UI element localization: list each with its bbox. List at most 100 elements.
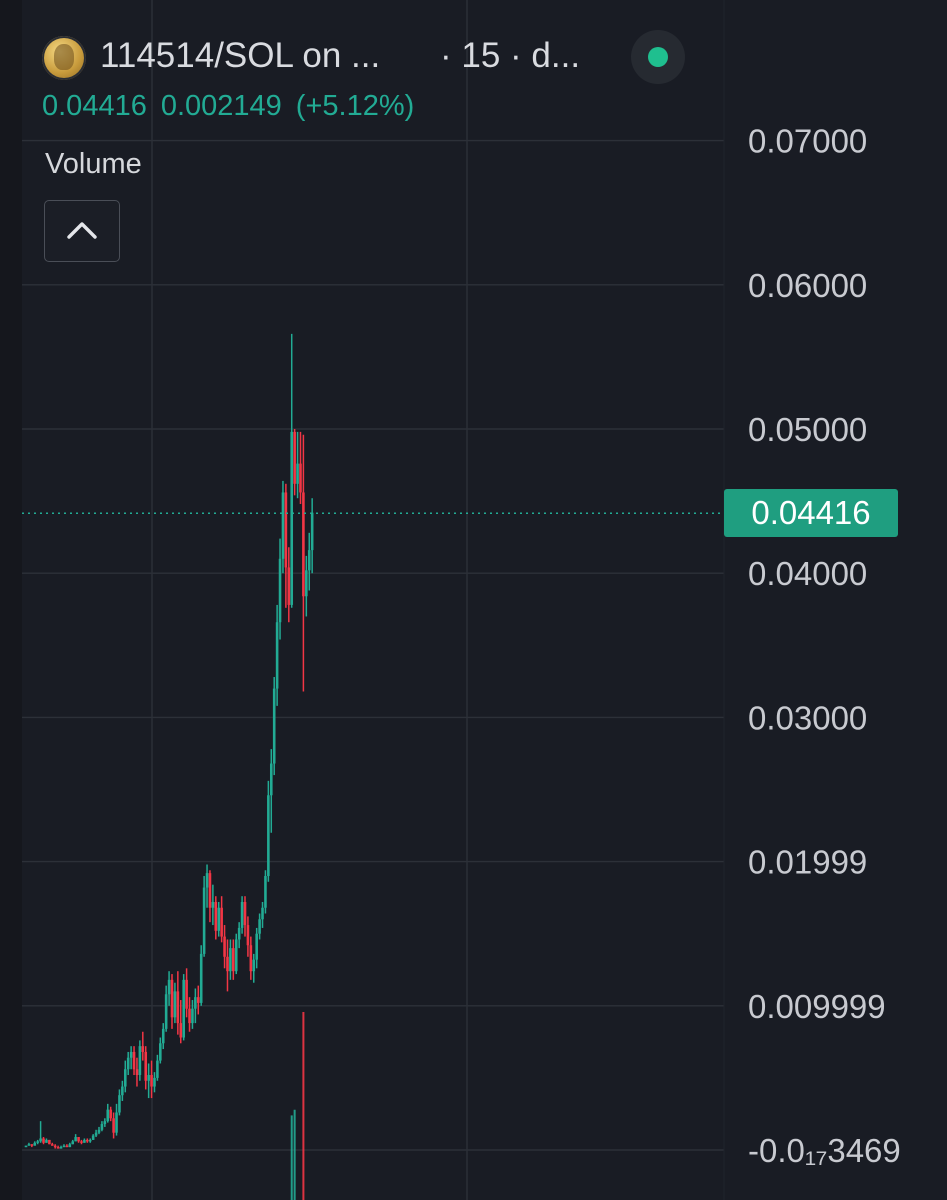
window-edge: [0, 0, 22, 1200]
candle-up: [217, 907, 221, 931]
candle-down: [188, 1008, 191, 1024]
interval-info[interactable]: · 15 · d...: [440, 36, 581, 75]
candle-down: [196, 997, 200, 1003]
candle-up: [106, 1109, 110, 1122]
candle-up: [261, 907, 264, 920]
candle-up: [71, 1141, 75, 1145]
price-axis-label: -0.0₁₇3469: [748, 1132, 901, 1169]
chart-header: 114514/SOL on ... · 15 · d...: [42, 30, 702, 84]
candle-down: [214, 901, 218, 931]
candle-down: [65, 1145, 69, 1148]
candle-down: [223, 936, 226, 957]
candle-down: [53, 1145, 57, 1148]
candle-up: [74, 1137, 77, 1142]
candle-down: [246, 925, 250, 946]
candle-up: [211, 901, 215, 908]
candle-up: [229, 948, 232, 972]
candle-down: [42, 1138, 45, 1143]
volume-bar: [290, 1115, 293, 1200]
candle-up: [59, 1147, 63, 1149]
candle-down: [48, 1139, 51, 1145]
market-status-indicator[interactable]: [631, 30, 685, 84]
candle-down: [220, 907, 223, 937]
candle-down: [176, 991, 180, 1024]
candle-down: [77, 1137, 80, 1142]
candle-up: [310, 512, 314, 551]
candle-up: [164, 994, 168, 1029]
symbol-title[interactable]: 114514/SOL on ...: [100, 36, 381, 75]
collapse-indicators-button[interactable]: [44, 200, 120, 262]
candle-up: [240, 901, 244, 928]
candle-up: [307, 550, 311, 571]
candle-down: [135, 1069, 139, 1076]
candle-down: [226, 956, 229, 972]
current-price-badge: 0.04416: [724, 489, 898, 537]
candle-up: [278, 558, 282, 623]
candle-up: [100, 1124, 104, 1130]
candle-up: [194, 997, 197, 1009]
candle-up: [138, 1046, 142, 1076]
candle-up: [91, 1135, 95, 1140]
candle-up: [275, 622, 279, 689]
candle-down: [287, 567, 291, 605]
candle-up: [126, 1057, 130, 1070]
candle-up: [205, 873, 209, 888]
token-avatar-icon[interactable]: [42, 36, 86, 80]
candle-up: [24, 1145, 28, 1148]
price-axis-label: 0.06000: [748, 267, 867, 304]
price-axis-label: 0.009999: [748, 988, 886, 1025]
candle-down: [150, 1075, 153, 1087]
candle-up: [237, 927, 241, 940]
volume-indicator-label[interactable]: Volume: [45, 148, 142, 180]
chevron-up-icon: [67, 222, 97, 239]
price-axis-label: 0.03000: [748, 699, 867, 736]
candle-up: [45, 1139, 48, 1143]
candle-up: [264, 876, 267, 908]
price-change-percent: (+5.12%): [295, 90, 415, 122]
candle-up: [94, 1132, 98, 1136]
candle-up: [121, 1086, 124, 1096]
candle-down: [179, 1023, 183, 1038]
volume-bar: [302, 1012, 305, 1200]
candle-down: [80, 1141, 83, 1143]
candle-up: [83, 1139, 86, 1143]
candle-up: [147, 1075, 150, 1081]
candle-down: [185, 979, 188, 1009]
candle-up: [153, 1077, 156, 1087]
price-summary: 0.04416 0.002149 (+5.12%): [42, 90, 428, 123]
volume-bars: [290, 1012, 305, 1200]
price-axis-label: 0.05000: [748, 411, 867, 448]
candle-up: [173, 991, 177, 1018]
candle-down: [132, 1051, 136, 1070]
candle-down: [141, 1046, 145, 1052]
candles: [24, 333, 314, 1149]
volume-bar: [293, 1109, 296, 1200]
candle-up: [272, 688, 276, 764]
candle-down: [208, 873, 212, 908]
candle-down: [284, 492, 288, 568]
candle-down: [109, 1109, 112, 1119]
candle-up: [255, 933, 258, 960]
candle-up: [62, 1145, 66, 1148]
candle-down: [86, 1139, 89, 1142]
candle-down: [56, 1147, 60, 1149]
candle-up: [252, 959, 256, 972]
candle-down: [30, 1144, 34, 1146]
candle-up: [191, 1008, 194, 1024]
candle-up: [269, 763, 273, 796]
candle-up: [234, 939, 238, 972]
candle-up: [182, 979, 185, 1038]
candle-up: [258, 919, 261, 934]
candle-up: [167, 979, 171, 995]
candle-up: [290, 431, 294, 605]
status-dot-icon: [648, 47, 668, 67]
price-axis[interactable]: 0.07000 0.06000 0.05000 0.04000 0.03000 0.019…: [748, 123, 901, 1169]
candle-down: [293, 431, 296, 484]
candle-up: [123, 1069, 127, 1087]
candle-up: [97, 1129, 101, 1133]
candle-down: [299, 463, 302, 493]
candle-down: [170, 979, 174, 1018]
candle-up: [39, 1138, 42, 1142]
